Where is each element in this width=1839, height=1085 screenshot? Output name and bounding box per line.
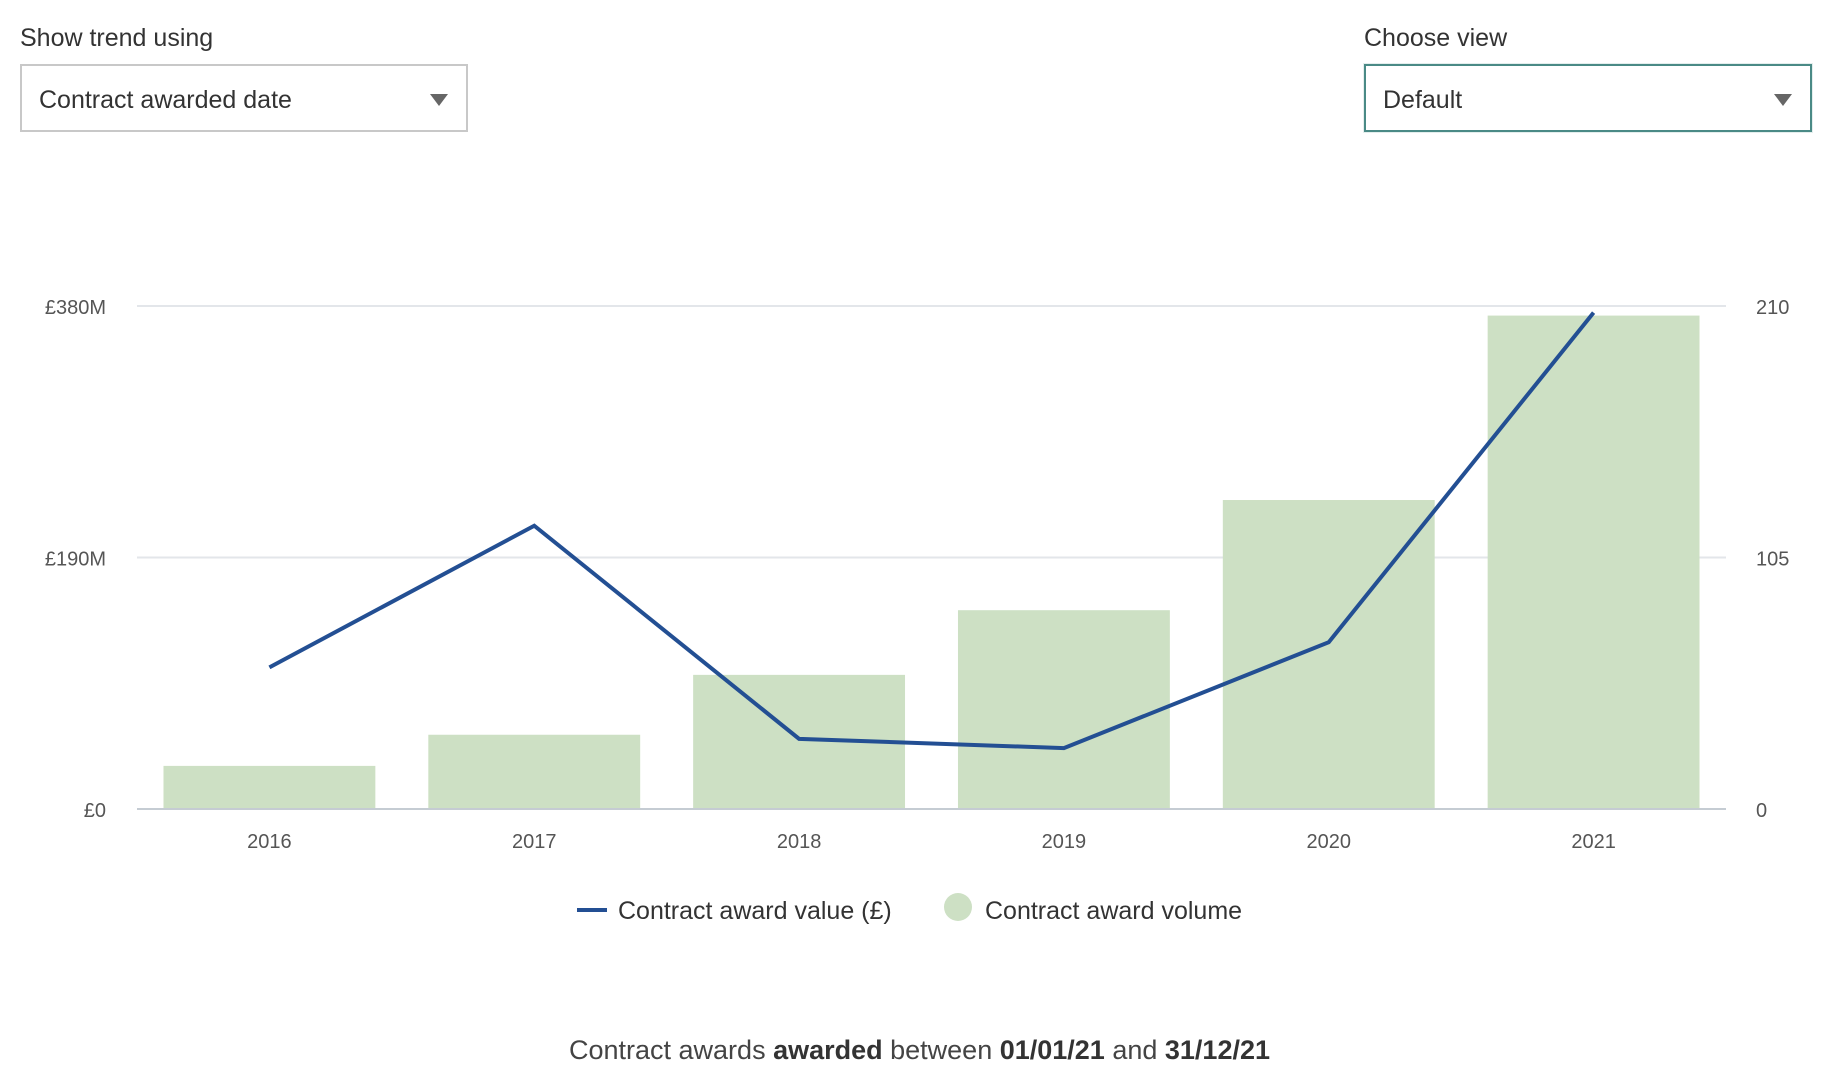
volume-bar <box>163 765 376 809</box>
summary-between: between <box>882 1035 1000 1065</box>
combo-chart: £0 £190M £380M 0 105 210 2016 2017 2018 2019 2020 2… <box>45 297 1790 925</box>
summary-and: and <box>1104 1035 1165 1065</box>
view-select-value: Default <box>1383 86 1463 114</box>
volume-bar <box>1487 315 1700 809</box>
bar-layer <box>163 315 1700 809</box>
trend-control: Show trend using <box>20 20 213 56</box>
view-control: Choose view <box>1364 20 1507 56</box>
left-axis-tick-label: £0 <box>84 800 106 822</box>
x-axis-tick-label: 2018 <box>777 831 822 853</box>
summary-end-date: 31/12/21 <box>1164 1035 1270 1065</box>
view-select[interactable]: Default <box>1364 64 1812 132</box>
trend-select[interactable]: Contract awarded date <box>20 64 468 132</box>
left-axis-tick-label: £380M <box>45 297 106 319</box>
x-axis-tick-label: 2019 <box>1042 831 1087 853</box>
date-range-summary: Contract awards awarded between 01/01/21… <box>0 1030 1839 1070</box>
volume-bar <box>957 610 1170 809</box>
summary-status: awarded <box>773 1035 883 1065</box>
trend-select-value: Contract awarded date <box>39 86 292 114</box>
x-axis-tick-label: 2017 <box>512 831 557 853</box>
right-axis-tick-label: 210 <box>1756 297 1789 319</box>
view-label: Choose view <box>1364 24 1508 52</box>
summary-start-date: 01/01/21 <box>999 1035 1105 1065</box>
volume-bar <box>428 734 641 809</box>
trend-label: Show trend using <box>20 24 214 52</box>
value-line <box>268 311 1596 751</box>
chevron-down-icon <box>1774 94 1792 106</box>
axis-layer: £0 £190M £380M 0 105 210 2016 2017 2018 2019 2020 2… <box>45 297 1790 853</box>
right-axis-tick-label: 0 <box>1756 800 1767 822</box>
x-axis-tick-label: 2020 <box>1307 831 1352 853</box>
right-axis-tick-label: 105 <box>1756 549 1789 571</box>
legend-value-label: Contract award value (£) <box>618 897 892 925</box>
line-layer <box>268 311 1596 751</box>
x-axis-tick-label: 2021 <box>1571 831 1616 853</box>
grid-layer <box>137 305 1726 559</box>
x-axis-tick-label: 2016 <box>247 831 292 853</box>
chevron-down-icon <box>430 94 448 106</box>
left-axis-tick-label: £190M <box>45 549 106 571</box>
volume-bar <box>1222 500 1435 809</box>
chart-legend: Contract award value (£) Contract award v… <box>577 893 1242 925</box>
legend-volume-label: Contract award volume <box>985 897 1242 925</box>
legend-volume-swatch <box>944 893 972 921</box>
summary-prefix: Contract awards <box>568 1035 774 1065</box>
